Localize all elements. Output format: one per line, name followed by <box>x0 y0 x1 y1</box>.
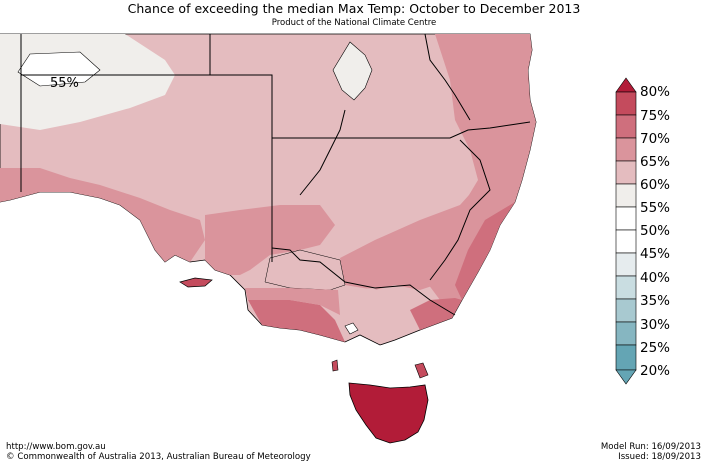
region-55-north <box>332 41 373 101</box>
region-65-south <box>205 205 335 275</box>
legend-label: 30% <box>640 317 671 333</box>
region-65-southwest <box>0 168 205 262</box>
legend-label: 65% <box>640 154 671 170</box>
legend-label: 75% <box>640 108 671 124</box>
region-70-victoria <box>248 300 345 342</box>
legend-arrow-top <box>615 77 637 93</box>
legend-label: 20% <box>640 363 671 379</box>
region-65-southeast <box>340 185 478 290</box>
footer-model-run: Model Run: 16/09/2013 <box>600 442 701 452</box>
legend-colorbar <box>615 77 637 385</box>
region-50-patch <box>17 51 101 87</box>
flinders-island <box>414 362 429 379</box>
region-60-vic <box>340 288 385 320</box>
footer-copyright: © Commonwealth of Australia 2013, Austra… <box>6 452 311 462</box>
legend-label: 55% <box>640 200 671 216</box>
legend-label: 70% <box>640 131 671 147</box>
footer-issued: Issued: 18/09/2013 <box>618 452 701 462</box>
legend-label: 80% <box>640 84 671 100</box>
legend-label: 60% <box>640 177 671 193</box>
region-65-vic-west <box>245 288 340 315</box>
state-borders <box>20 33 531 316</box>
map-subtitle: Product of the National Climate Centre <box>271 18 437 28</box>
region-70-east <box>455 202 515 300</box>
region-60-coast <box>264 249 346 291</box>
region-70-southeast <box>410 298 462 330</box>
tasmania <box>348 382 429 444</box>
kangaroo-island <box>179 277 213 288</box>
king-island <box>331 359 339 372</box>
footer-url[interactable]: http://www.bom.gov.au <box>6 442 106 452</box>
legend-label: 40% <box>640 270 671 286</box>
legend-arrow-bottom <box>615 369 637 385</box>
legend-label: 25% <box>640 340 671 356</box>
legend-label: 45% <box>640 246 671 262</box>
port-phillip-bay <box>344 322 359 335</box>
legend-label: 35% <box>640 293 671 309</box>
legend-label: 50% <box>640 223 671 239</box>
region-label-55: 55% <box>50 76 79 91</box>
map-title: Chance of exceeding the median Max Temp:… <box>127 1 581 16</box>
